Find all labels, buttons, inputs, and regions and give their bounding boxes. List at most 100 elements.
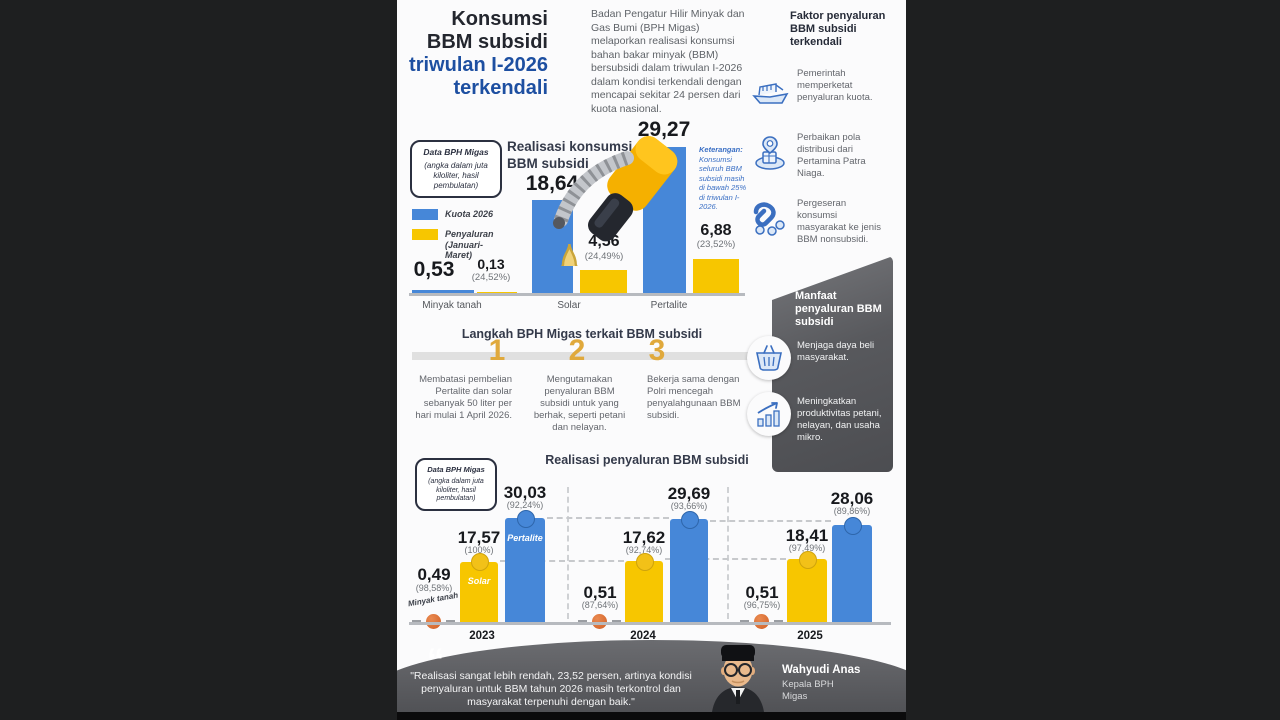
- solar-marker: [636, 553, 654, 571]
- chart1-baseline: [409, 293, 745, 296]
- category-label: Minyak tanah: [422, 300, 482, 311]
- bar-solar-2025: [787, 558, 827, 623]
- keterangan-label: Keterangan:: [699, 145, 743, 154]
- steps-title: Langkah BPH Migas terkait BBM subsidi: [461, 327, 703, 341]
- value-label: 29,69: [667, 484, 711, 503]
- trend-guide: [710, 520, 831, 522]
- trend-guide: [500, 560, 624, 562]
- pct-label: (23,52%): [696, 239, 736, 250]
- pertalite-marker: [517, 510, 535, 528]
- bar-solar-2023: [460, 561, 498, 623]
- value-label: 30,03: [503, 483, 547, 502]
- bottom-strip: [397, 712, 906, 720]
- year-label: 2024: [630, 630, 656, 642]
- bar-pertalite-2025: [832, 524, 872, 623]
- inbar-label-solar: Solar: [467, 576, 491, 586]
- value-label: 17,57: [457, 528, 501, 547]
- step-number-1: 1: [488, 334, 506, 367]
- page-title: Konsumsi BBM subsidi triwulan I-2026 ter…: [402, 8, 548, 100]
- step-text-3: Bekerja sama dengan Polri mencegah penya…: [647, 374, 741, 421]
- steps-divider: [412, 352, 752, 360]
- value-label: 18,64: [525, 172, 579, 195]
- benefits-title: Manfaat penyaluran BBM subsidi: [795, 290, 882, 328]
- speaker-name: Wahyudi Anas: [782, 664, 861, 676]
- value-label: 6,88: [700, 222, 732, 239]
- legend-penyaluran-label: Penyaluran (Januari-Maret): [445, 229, 494, 260]
- ship-icon: [750, 70, 790, 115]
- quote-icon: “: [427, 642, 444, 680]
- year-separator: [567, 487, 569, 619]
- year-label: 2025: [797, 630, 823, 642]
- solar-marker: [471, 553, 489, 571]
- step-number-3: 3: [648, 334, 666, 367]
- kuota-swatch: [412, 209, 438, 220]
- bar-pertalite-2023: [505, 517, 545, 623]
- quote-section: [397, 640, 906, 720]
- bar-pertalite-2024: [670, 519, 708, 623]
- bar-solar-2024: [625, 561, 663, 623]
- bar-penyaluran-solar: [580, 270, 627, 293]
- value-label: 29,27: [637, 118, 691, 141]
- page-title-dark: Konsumsi BBM subsidi: [426, 8, 548, 53]
- year-label: 2023: [469, 630, 495, 642]
- step-text-2: Mengutamakan penyaluran BBM subsidi untu…: [533, 374, 626, 433]
- distribution-icon: [750, 134, 790, 179]
- value-label: 17,62: [622, 528, 666, 547]
- speaker-avatar: [702, 641, 774, 717]
- chart1-title: Realisasi konsumsi BBM subsidi: [507, 139, 633, 171]
- speaker-role: Kepala BPH Migas: [782, 679, 834, 702]
- pct-label: (92,74%): [625, 545, 663, 555]
- pct-label: (87,64%): [581, 600, 619, 610]
- page-title-blue-3: terkendali: [453, 77, 548, 99]
- basket-icon: [747, 336, 791, 380]
- year-separator: [727, 487, 729, 619]
- pertalite-marker: [844, 517, 862, 535]
- pct-label: (96,75%): [743, 600, 781, 610]
- pct-label: (93,66%): [670, 501, 708, 511]
- pct-label: (24,52%): [471, 272, 511, 283]
- page-title-blue-2: I-2026: [491, 54, 548, 76]
- legend-kuota-label: Kuota 2026: [445, 209, 494, 219]
- data-source-note: (angka dalam juta kiloliter, hasil pembu…: [428, 478, 484, 502]
- infographic: Konsumsi BBM subsidi triwulan I-2026 ter…: [397, 0, 906, 720]
- magnet-icon: [748, 200, 788, 245]
- data-source-box: Data BPH Migas (angka dalam juta kilolit…: [410, 140, 502, 198]
- data-source-title: Data BPH Migas: [427, 465, 485, 474]
- chart2-baseline: [409, 622, 891, 625]
- keterangan-note: Keterangan: Konsumsi seluruh BBM subsidi…: [699, 145, 749, 212]
- value-label: 0,49: [417, 565, 451, 584]
- quote-text: "Realisasi sangat lebih rendah, 23,52 pe…: [410, 670, 692, 708]
- data-source-title: Data BPH Migas: [423, 147, 489, 157]
- pct-label: (98,58%): [415, 583, 453, 593]
- pertalite-marker: [681, 511, 699, 529]
- pct-label: (92,24%): [506, 500, 544, 510]
- pct-label: (97,49%): [788, 543, 826, 553]
- chart2-title: Realisasi penyaluran BBM subsidi: [545, 453, 749, 467]
- value-label: 0,51: [583, 583, 617, 602]
- minyak-tanah-dot: [740, 614, 783, 629]
- value-label: 18,41: [785, 526, 829, 545]
- keterangan-text: Konsumsi seluruh BBM subsidi masih di ba…: [699, 154, 747, 212]
- pct-label: (24,49%): [584, 251, 624, 262]
- penyaluran-swatch: [412, 229, 438, 240]
- value-label: 0,51: [745, 583, 779, 602]
- chart1-legend: Kuota 2026 Penyaluran (Januari-Maret): [412, 209, 507, 261]
- bar-kuota-minyak-tanah: [412, 290, 474, 293]
- benefit-item-1: Menjaga daya beli masyarakat.: [797, 340, 875, 363]
- factor-item-3: Pergeseran konsumsi masyarakat ke jenis …: [797, 198, 881, 245]
- value-label: 0,13: [477, 256, 505, 272]
- step-number-2: 2: [568, 334, 586, 367]
- value-label: 28,06: [830, 489, 874, 508]
- bar-penyaluran-pertalite: [693, 258, 739, 293]
- bar-penyaluran-minyak-tanah: [477, 292, 517, 293]
- minyak-tanah-dot: [578, 614, 621, 629]
- factors-title: Faktor penyaluran BBM subsidi terkendali: [790, 10, 886, 48]
- pct-label: (100%): [464, 545, 494, 555]
- factor-item-1: Pemerintah memperketat penyaluran kuota.: [797, 68, 873, 103]
- benefit-item-2: Meningkatkan produktivitas petani, nelay…: [797, 396, 882, 443]
- category-label: Solar: [557, 300, 581, 311]
- pct-label: (89,86%): [833, 506, 871, 516]
- fuel-nozzle-icon: [539, 116, 694, 277]
- category-label: Pertalite: [650, 300, 688, 311]
- data-source-box-2: Data BPH Migas (angka dalam juta kilolit…: [415, 458, 497, 511]
